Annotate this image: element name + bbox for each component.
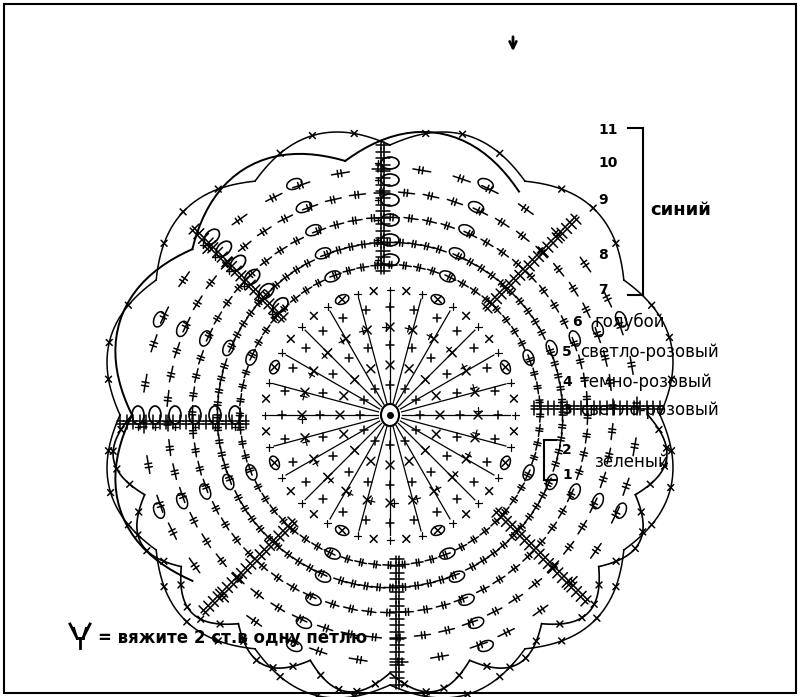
Text: 5: 5 bbox=[562, 345, 572, 359]
Text: 3: 3 bbox=[562, 403, 572, 417]
Text: темно-розовый: темно-розовый bbox=[580, 373, 713, 391]
Text: 1: 1 bbox=[562, 468, 572, 482]
Text: 10: 10 bbox=[598, 156, 618, 170]
Text: светло-розовый: светло-розовый bbox=[580, 343, 718, 361]
Text: 4: 4 bbox=[562, 375, 572, 389]
Text: 2: 2 bbox=[562, 443, 572, 457]
Text: = вяжите 2 ст.в одну петлю: = вяжите 2 ст.в одну петлю bbox=[98, 629, 367, 647]
Text: 8: 8 bbox=[598, 248, 608, 262]
Text: 9: 9 bbox=[598, 193, 608, 207]
Text: зеленый: зеленый bbox=[595, 453, 670, 471]
Text: светло-розовый: светло-розовый bbox=[580, 401, 718, 419]
Text: 11: 11 bbox=[598, 123, 618, 137]
Text: 6: 6 bbox=[572, 315, 582, 329]
Text: синий: синий bbox=[650, 201, 711, 219]
Text: 7: 7 bbox=[598, 283, 608, 297]
Text: голубой: голубой bbox=[595, 313, 666, 331]
